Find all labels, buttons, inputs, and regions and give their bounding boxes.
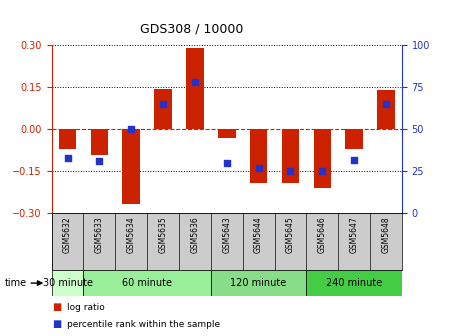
Bar [282, 129, 299, 182]
Text: 30 minute: 30 minute [43, 278, 92, 288]
Bar [274, 213, 306, 270]
Bar [306, 270, 402, 296]
Text: ■: ■ [52, 319, 61, 329]
Text: GSM5635: GSM5635 [158, 216, 167, 253]
Bar [186, 48, 204, 129]
Point [191, 80, 198, 85]
Point [319, 169, 326, 174]
Bar [115, 213, 147, 270]
Text: GSM5632: GSM5632 [63, 216, 72, 253]
Bar [211, 213, 242, 270]
Bar [147, 213, 179, 270]
Bar [52, 213, 84, 270]
Bar [345, 129, 363, 149]
Bar [250, 129, 267, 182]
Text: GSM5646: GSM5646 [318, 216, 327, 253]
Bar [313, 129, 331, 188]
Bar [218, 129, 235, 138]
Text: GSM5636: GSM5636 [190, 216, 199, 253]
Bar [338, 213, 370, 270]
Text: GDS308 / 10000: GDS308 / 10000 [140, 22, 243, 35]
Point [159, 101, 167, 107]
Bar [52, 270, 84, 296]
Point [351, 157, 358, 162]
Text: time: time [4, 278, 26, 288]
Bar [59, 129, 76, 149]
Text: GSM5643: GSM5643 [222, 216, 231, 253]
Bar [84, 270, 211, 296]
Bar [154, 89, 172, 129]
Bar [377, 90, 395, 129]
Point [223, 160, 230, 166]
Point [128, 127, 135, 132]
Bar [179, 213, 211, 270]
Text: 60 minute: 60 minute [122, 278, 172, 288]
Bar [84, 213, 115, 270]
Text: GSM5633: GSM5633 [95, 216, 104, 253]
Bar [370, 213, 402, 270]
Text: percentile rank within the sample: percentile rank within the sample [67, 320, 220, 329]
Bar [306, 213, 338, 270]
Point [96, 159, 103, 164]
Bar [123, 129, 140, 204]
Point [255, 165, 262, 171]
Text: ■: ■ [52, 302, 61, 312]
Text: log ratio: log ratio [67, 303, 105, 312]
Point [64, 155, 71, 161]
Text: 240 minute: 240 minute [326, 278, 382, 288]
Point [383, 101, 390, 107]
Bar [91, 129, 108, 155]
Text: GSM5648: GSM5648 [382, 216, 391, 253]
Text: GSM5645: GSM5645 [286, 216, 295, 253]
Point [287, 169, 294, 174]
Text: 120 minute: 120 minute [230, 278, 287, 288]
Bar [242, 213, 274, 270]
Bar [211, 270, 306, 296]
Text: GSM5644: GSM5644 [254, 216, 263, 253]
Text: GSM5634: GSM5634 [127, 216, 136, 253]
Text: GSM5647: GSM5647 [350, 216, 359, 253]
